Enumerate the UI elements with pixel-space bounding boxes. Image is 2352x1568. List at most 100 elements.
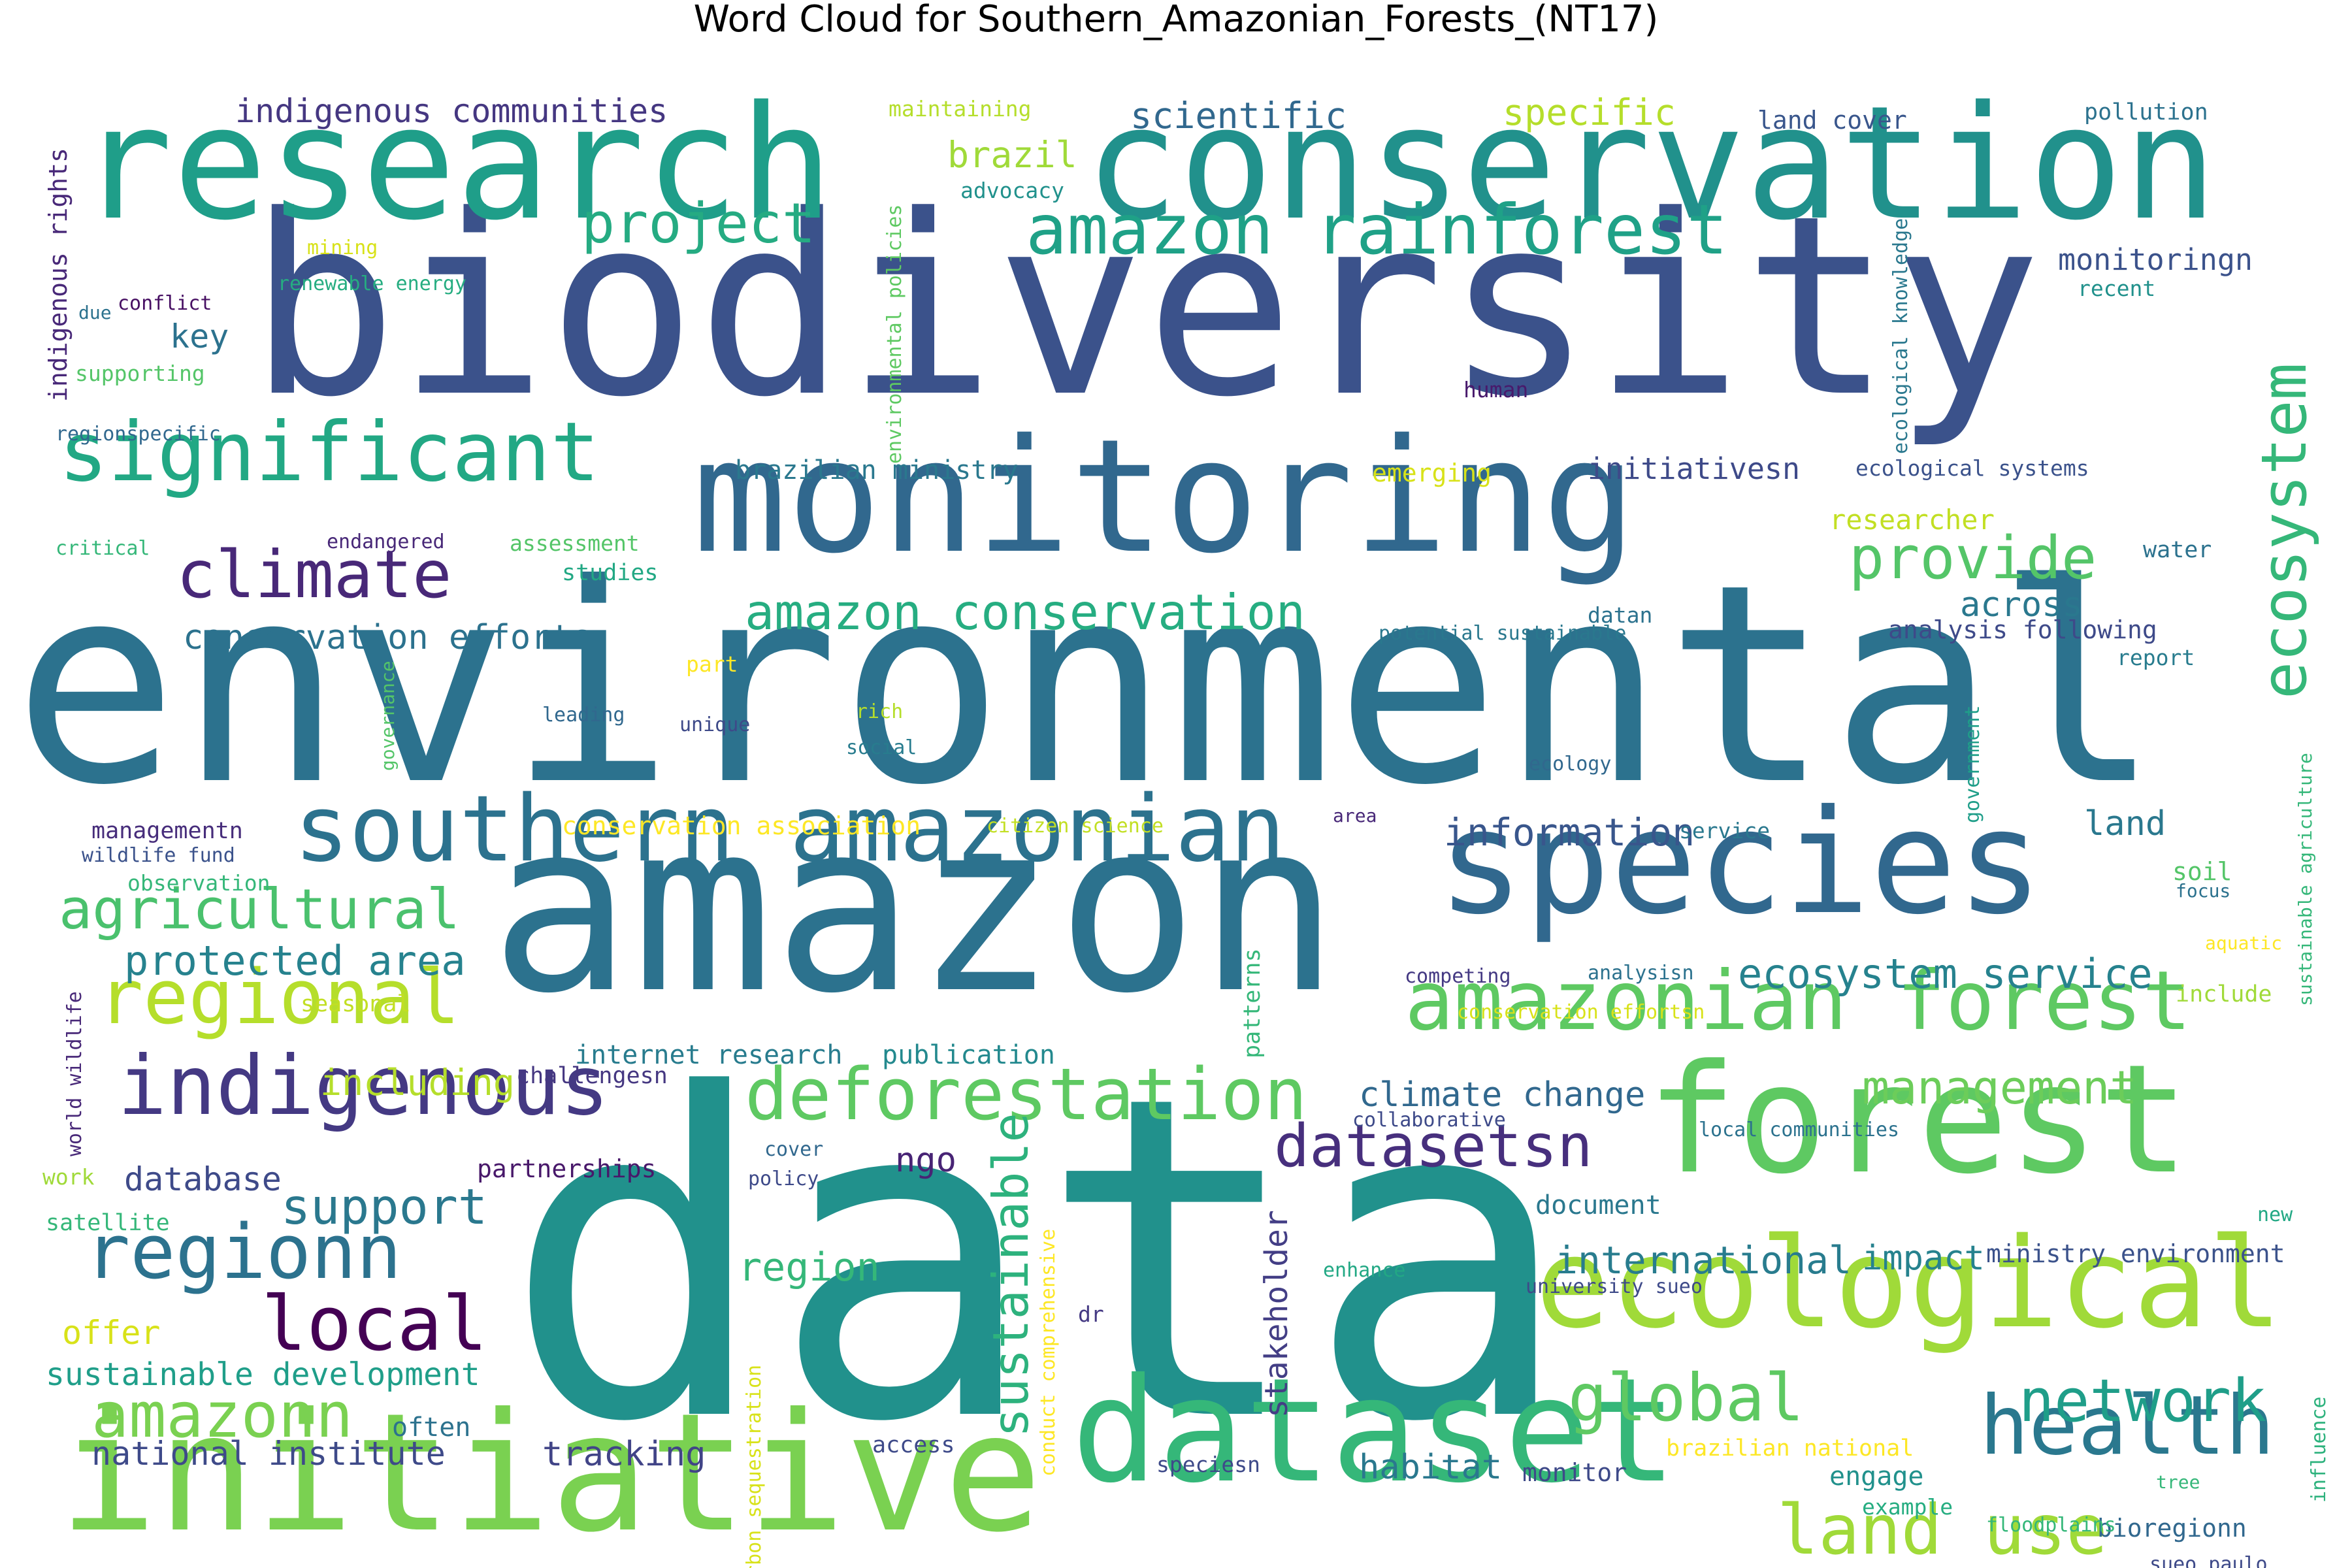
word-indigenous: indigenous — [118, 1039, 610, 1134]
word-often: often — [392, 1413, 471, 1443]
word-engage: engage — [1829, 1462, 1924, 1492]
word-renewable-energy: renewable energy — [278, 272, 466, 295]
word-ministry-environment: ministry environment — [1986, 1239, 2285, 1268]
word-publication: publication — [882, 1040, 1055, 1070]
word-conservation-association: conservation association — [562, 811, 921, 840]
word-key: key — [170, 318, 229, 355]
word-internet-research: internet research — [575, 1040, 843, 1070]
word-specific: specific — [1503, 91, 1676, 133]
word-part: part — [686, 651, 738, 677]
word-biodiversity: biodiversity — [248, 162, 2042, 451]
word-emerging: emerging — [1372, 459, 1492, 487]
word-studies: studies — [562, 560, 659, 586]
word-management: management — [1862, 1061, 2138, 1115]
word-national-institute: national institute — [91, 1435, 446, 1473]
word-across: across — [1960, 585, 2083, 625]
word-species: species — [1437, 779, 2044, 946]
word-regional: regional — [98, 954, 460, 1041]
word-stakeholder: stakeholder — [1258, 1210, 1295, 1418]
word-support: support — [281, 1178, 488, 1235]
word-habitat: habitat — [1359, 1448, 1503, 1487]
word-initiativesn: initiativesn — [1588, 451, 1801, 486]
word-seasonal: seasonal — [301, 991, 411, 1017]
word-potential-sustainable: potential sustainable — [1379, 622, 1627, 645]
word-amazonian-forest: amazonian forest — [1405, 954, 2192, 1049]
word-report: report — [2117, 645, 2195, 670]
word-dr: dr — [1078, 1301, 1104, 1327]
word-network: network — [2019, 1367, 2267, 1435]
word-land-cover: land cover — [1757, 106, 1907, 135]
word-tree: tree — [2156, 1471, 2200, 1493]
word-initiative: initiative — [59, 1378, 1043, 1568]
word-indigenous-communities: indigenous communities — [235, 92, 668, 130]
word-maintaining: maintaining — [889, 96, 1032, 122]
word-conservation-effortsn: conservation effortsn — [1457, 1001, 1705, 1024]
word-endangered: endangered — [327, 531, 445, 553]
word-health: health — [1980, 1379, 2275, 1473]
word-scientific: scientific — [1130, 95, 1347, 137]
word-observation: observation — [127, 870, 270, 896]
word-provide: provide — [1849, 524, 2097, 593]
word-conservation: conservation — [1085, 72, 2217, 255]
word-service: service — [1679, 818, 1771, 843]
word-sustainable: sustainable — [982, 1113, 1039, 1437]
word-work: work — [42, 1164, 95, 1190]
word-assessment: assessment — [510, 531, 640, 556]
word-mining: mining — [307, 237, 378, 259]
word-agricultural: agricultural — [59, 877, 461, 942]
word-citizen-science: citizen science — [987, 815, 1164, 838]
word-tracking: tracking — [542, 1435, 706, 1474]
word-deforestation: deforestation — [745, 1053, 1307, 1136]
word-sustainable-development: sustainable development — [46, 1356, 480, 1393]
word-amazon-conservation: amazon conservation — [745, 583, 1305, 641]
word-ecosystem: ecosystem — [2249, 363, 2321, 699]
word-area: area — [1333, 805, 1377, 826]
word-focus: focus — [2176, 880, 2231, 902]
word-climate: climate — [176, 536, 452, 613]
word-aquatic: aquatic — [2205, 932, 2283, 954]
word-brazilian-national: brazilian national — [1666, 1435, 1914, 1462]
word-government: government — [1961, 705, 1984, 823]
word-world-wildlife: world wildlife — [63, 991, 86, 1156]
word-monitor: monitor — [1522, 1458, 1627, 1487]
word-conflict: conflict — [118, 292, 212, 315]
word-ecological-knowledge: ecological knowledge — [1889, 218, 1912, 454]
word-influence: influence — [2308, 1396, 2330, 1503]
word-due: due — [78, 302, 112, 323]
word-collaborative: collaborative — [1352, 1109, 1506, 1132]
word-data: data — [503, 1002, 1573, 1519]
word-brazil: brazil — [947, 134, 1077, 176]
word-regionn: regionn — [85, 1209, 402, 1296]
word-document: document — [1535, 1190, 1661, 1220]
word-ecology: ecology — [1529, 753, 1612, 776]
word-international: international — [1555, 1238, 1852, 1282]
word-environmental-policies: environmental policies — [883, 204, 906, 464]
word-including: including — [320, 1062, 515, 1103]
word-governance: governance — [377, 661, 399, 771]
word-advocacy: advocacy — [960, 178, 1064, 203]
word-carbon-sequestration: carbon sequestration — [743, 1364, 766, 1568]
word-sustainable-agriculture: sustainable agriculture — [2295, 753, 2316, 1006]
word-researcher: researcher — [1829, 504, 1995, 536]
word-impact: impact — [1862, 1239, 1985, 1278]
word-monitoring: monitoring — [693, 405, 1637, 588]
word-southern-amazonian: southern amazonian — [294, 776, 1286, 883]
word-project: project — [581, 191, 816, 256]
word-critical: critical — [56, 537, 150, 560]
word-local-communities: local communities — [1699, 1119, 1900, 1141]
word-pollution: pollution — [2084, 99, 2208, 125]
word-recent: recent — [2078, 276, 2156, 301]
word-climate-change: climate change — [1359, 1075, 1646, 1115]
word-water: water — [2143, 537, 2212, 563]
word-leading: leading — [542, 704, 625, 727]
word-supporting: supporting — [75, 361, 205, 386]
word-partnerships: partnerships — [477, 1154, 657, 1183]
word-land-use: land use — [1777, 1490, 2108, 1568]
word-challengesn: challengesn — [516, 1063, 668, 1089]
word-managementn: managementn — [91, 818, 243, 844]
word-dataset: dataset — [1071, 1347, 1678, 1514]
word-speciesn: speciesn — [1156, 1452, 1260, 1477]
word-local: local — [261, 1281, 488, 1368]
word-access: access — [872, 1432, 955, 1458]
word-policy: policy — [748, 1168, 819, 1190]
